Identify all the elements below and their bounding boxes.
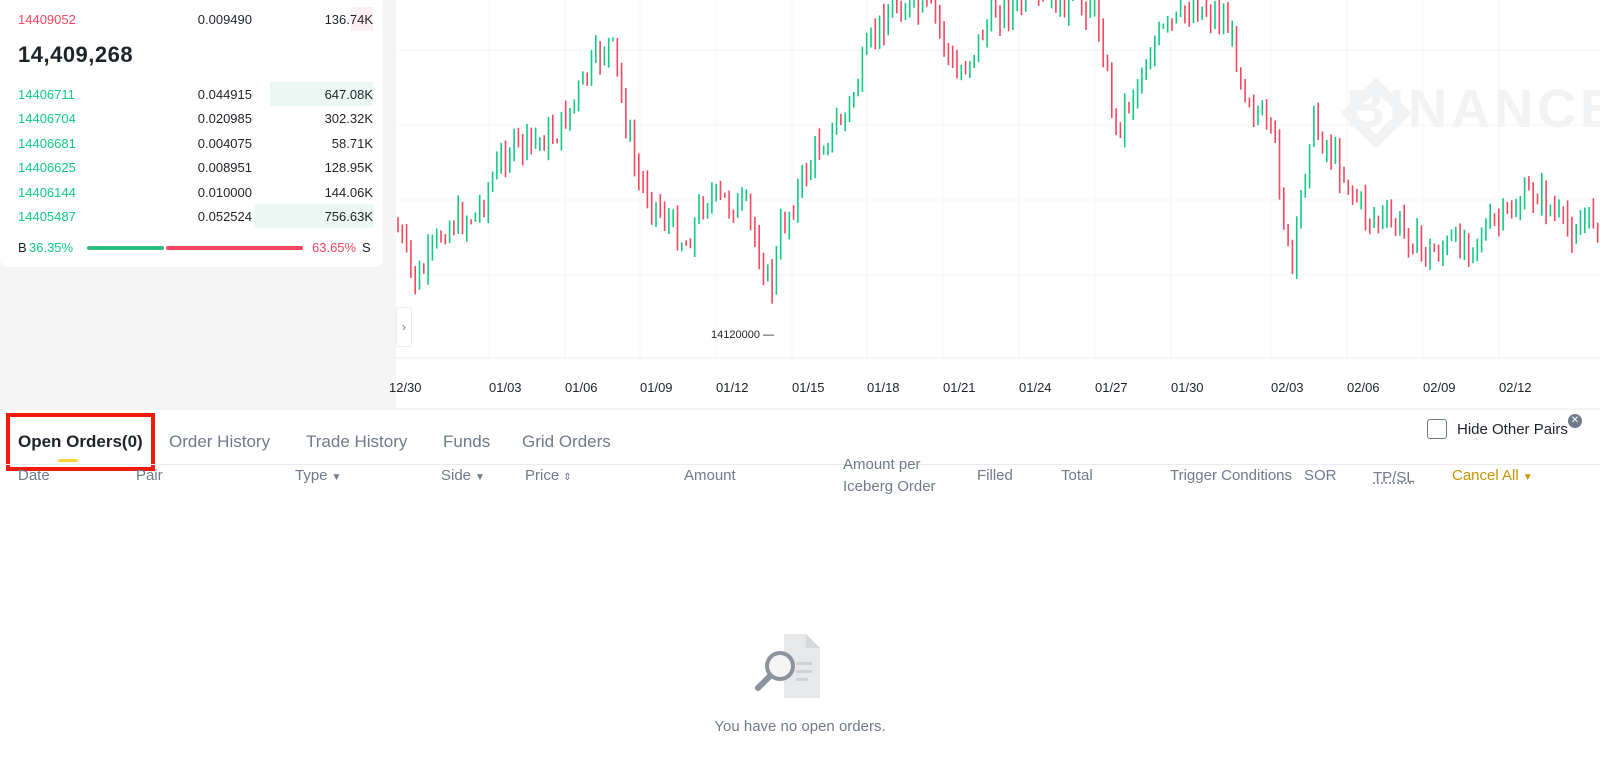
bid-price: 14406711 [18, 87, 75, 102]
caret-down-icon: ▼ [475, 472, 485, 483]
column-type-label: Type [295, 467, 328, 484]
sort-icon: ⇕ [563, 472, 572, 483]
cancel-all-button[interactable]: Cancel All ▼ [1452, 465, 1533, 489]
chevron-right-icon: › [402, 320, 406, 334]
bid-total: 302.32K [324, 111, 373, 126]
sell-percent: 63.65% [312, 240, 357, 255]
buy-sell-ratio: B 36.35% 63.65% S [0, 236, 383, 258]
bid-total: 144.06K [324, 185, 373, 200]
bid-total: 58.71K [331, 136, 373, 151]
order-book-bid-row[interactable]: 14406681 0.004075 58.71K [0, 131, 383, 155]
bid-total: 128.95K [324, 160, 373, 175]
x-axis-tick-label: 01/27 [1095, 380, 1128, 395]
tab-open-orders[interactable]: Open Orders(0) [18, 432, 143, 451]
x-axis-tick-label: 02/12 [1499, 380, 1532, 395]
order-book-ask-row[interactable]: 14409052 0.009490 136.74K [0, 7, 383, 31]
buy-label: B [18, 240, 27, 255]
highlight-annotation [6, 413, 155, 471]
x-axis-tick-label: 01/03 [489, 380, 522, 395]
buy-percent: 36.35% [29, 240, 74, 255]
bid-amount: 0.020985 [197, 111, 252, 126]
depth-bar [351, 7, 373, 31]
order-book-bid-row[interactable]: 14406144 0.010000 144.06K [0, 180, 383, 204]
x-axis-tick-label: 02/03 [1271, 380, 1304, 395]
tab-funds[interactable]: Funds [443, 432, 491, 451]
column-iceberg-line2: Iceberg Order [843, 478, 936, 495]
bid-price: 14406625 [18, 160, 76, 175]
bid-amount: 0.010000 [197, 185, 252, 200]
bid-price: 14406681 [18, 136, 76, 151]
column-date: Date [18, 467, 50, 484]
column-side[interactable]: Side ▼ [441, 465, 485, 489]
x-axis-tick-label: 01/09 [640, 380, 673, 395]
column-price-label: Price [525, 467, 560, 484]
close-icon[interactable]: ✕ [1568, 414, 1582, 428]
column-sor: SOR [1304, 467, 1337, 484]
bid-total: 756.63K [324, 209, 373, 224]
caret-down-icon: ▼ [331, 472, 342, 483]
cancel-all-label: Cancel All [1452, 467, 1519, 484]
candles-canvas [396, 0, 1600, 359]
candlestick-chart[interactable]: BINANCE [396, 0, 1600, 408]
column-type[interactable]: Type ▼ [295, 465, 341, 489]
x-axis-tick-label: 02/06 [1347, 380, 1380, 395]
bid-price: 14406144 [18, 185, 76, 200]
depth-bar [254, 204, 373, 228]
hide-other-pairs-checkbox[interactable] [1427, 419, 1447, 439]
bid-amount: 0.052524 [197, 209, 252, 224]
x-axis-tick-label: 01/24 [1019, 380, 1052, 395]
ask-price: 14409052 [18, 12, 76, 27]
x-axis-tick-label: 01/12 [716, 380, 749, 395]
x-axis-tick-label: 12/30 [389, 380, 422, 395]
tabs-divider [0, 464, 1600, 465]
bid-amount: 0.008951 [197, 160, 252, 175]
caret-down-icon: ▼ [1522, 472, 1533, 483]
order-book-panel: 14409052 0.009490 136.74K 14,409,268 144… [0, 0, 383, 267]
bid-amount: 0.004075 [197, 136, 252, 151]
hide-other-pairs-label: Hide Other Pairs [1457, 421, 1568, 438]
column-side-label: Side [441, 467, 472, 484]
sell-label: S [362, 240, 371, 255]
column-trigger-conditions: Trigger Conditions [1170, 467, 1292, 484]
column-price[interactable]: Price ⇕ [525, 465, 572, 489]
column-iceberg-line1: Amount per [843, 456, 921, 473]
x-axis-tick-label: 01/15 [792, 380, 825, 395]
bid-price: 14405487 [18, 209, 76, 224]
bid-price: 14406704 [18, 111, 76, 126]
low-price-value: 14120000 [711, 329, 760, 341]
empty-state-message: You have no open orders. [714, 718, 886, 735]
order-book-bid-row[interactable]: 14405487 0.052524 756.63K [0, 204, 383, 228]
order-book-bid-row[interactable]: 14406704 0.020985 302.32K [0, 106, 383, 130]
tab-trade-history[interactable]: Trade History [306, 432, 408, 451]
column-total: Total [1061, 467, 1093, 484]
x-axis-tick-label: 01/06 [565, 380, 598, 395]
chart-expand-button[interactable]: › [396, 307, 412, 347]
bid-total: 647.08K [324, 87, 373, 102]
orders-panel: Open Orders(0) Order History Trade Histo… [0, 410, 1600, 759]
order-book-bid-row[interactable]: 14406711 0.044915 647.08K [0, 82, 383, 106]
column-tp-sl[interactable]: TP/SL [1373, 469, 1415, 486]
order-book-bid-row[interactable]: 14406625 0.008951 128.95K [0, 155, 383, 179]
column-amount: Amount [684, 467, 736, 484]
active-tab-indicator [58, 459, 78, 462]
no-records-icon [755, 634, 820, 698]
mid-price: 14,409,268 [18, 42, 134, 67]
column-filled: Filled [977, 467, 1013, 484]
column-pair: Pair [136, 467, 163, 484]
x-axis-tick-label: 02/09 [1423, 380, 1456, 395]
chart-low-price-label: 14120000 — [711, 329, 775, 341]
x-axis-tick-label: 01/30 [1171, 380, 1204, 395]
sell-ratio-bar [166, 246, 303, 250]
x-axis-tick-label: 01/21 [943, 380, 976, 395]
ask-total: 136.74K [324, 12, 373, 27]
bid-amount: 0.044915 [197, 87, 252, 102]
column-iceberg-amount: Amount per Iceberg Order [843, 454, 936, 498]
tab-order-history[interactable]: Order History [169, 432, 271, 451]
x-axis-tick-label: 01/18 [867, 380, 900, 395]
chart-watermark: BINANCE [1346, 79, 1600, 139]
depth-bar [270, 82, 373, 106]
tab-grid-orders[interactable]: Grid Orders [522, 432, 611, 451]
ask-amount: 0.009490 [197, 12, 252, 27]
buy-ratio-bar [87, 246, 164, 250]
